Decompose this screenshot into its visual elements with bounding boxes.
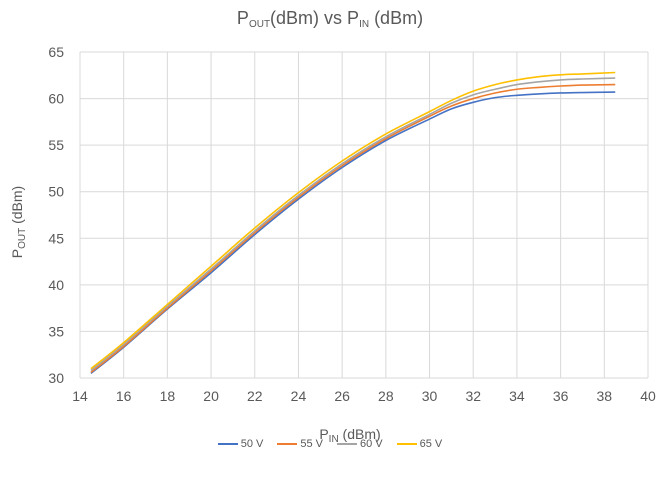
legend-swatch bbox=[337, 443, 357, 445]
x-tick-label: 14 bbox=[72, 388, 88, 404]
chart-plot: 14 16 18 20 22 24 26 28 30 32 34 36 38 40 30 35 40 45 50 55… bbox=[48, 44, 656, 404]
y-tick-label: 55 bbox=[48, 137, 64, 153]
series-line-55v bbox=[90, 83, 616, 374]
legend-item: 65 V bbox=[396, 438, 443, 450]
legend-swatch bbox=[277, 443, 298, 445]
series-lines bbox=[90, 71, 616, 374]
y-axis-label: POUT (dBm) bbox=[9, 185, 28, 259]
x-axis-label: PIN (dBm) bbox=[319, 426, 381, 445]
legend-swatch bbox=[217, 443, 238, 445]
x-tick-label: 40 bbox=[640, 388, 656, 404]
y-tick-label: 30 bbox=[48, 370, 64, 386]
x-tick-label: 22 bbox=[247, 388, 263, 404]
x-tick-label: 32 bbox=[465, 388, 481, 404]
legend-label: 50 V bbox=[240, 438, 264, 450]
legend-item: 55 V bbox=[277, 438, 323, 450]
x-tick-label: 36 bbox=[553, 388, 569, 404]
tick-labels: 14 16 18 20 22 24 26 28 30 32 34 36 38 40 30 35 40 45 50 55… bbox=[48, 44, 656, 404]
x-tick-label: 20 bbox=[203, 388, 219, 404]
x-tick-label: 24 bbox=[291, 388, 307, 404]
series-line-60v bbox=[90, 77, 616, 372]
x-tick-label: 16 bbox=[116, 388, 132, 404]
legend-label: 55 V bbox=[300, 438, 323, 450]
x-tick-label: 38 bbox=[597, 388, 613, 404]
y-tick-label: 65 bbox=[48, 44, 64, 60]
legend-item: 50 V bbox=[217, 438, 264, 450]
legend: 50 V 55 V 60 V 65 V bbox=[0, 438, 660, 450]
legend-item: 60 V bbox=[337, 438, 383, 450]
y-tick-label: 40 bbox=[48, 277, 64, 293]
x-tick-label: 18 bbox=[160, 388, 176, 404]
x-tick-label: 34 bbox=[509, 388, 525, 404]
chart-title: POUT(dBm) vs PIN (dBm) bbox=[236, 8, 424, 30]
series-line-65v bbox=[90, 71, 616, 370]
series-line-50v bbox=[90, 91, 616, 374]
y-tick-label: 35 bbox=[48, 323, 64, 339]
x-tick-label: 26 bbox=[334, 388, 350, 404]
legend-label: 65 V bbox=[419, 438, 443, 450]
y-tick-label: 60 bbox=[48, 91, 64, 107]
grid-lines bbox=[79, 51, 649, 379]
legend-swatch bbox=[396, 443, 417, 445]
x-tick-label: 30 bbox=[422, 388, 438, 404]
y-tick-label: 45 bbox=[48, 230, 64, 246]
legend-label: 60 V bbox=[360, 438, 383, 450]
y-tick-label: 50 bbox=[48, 184, 64, 200]
x-tick-label: 28 bbox=[378, 388, 394, 404]
